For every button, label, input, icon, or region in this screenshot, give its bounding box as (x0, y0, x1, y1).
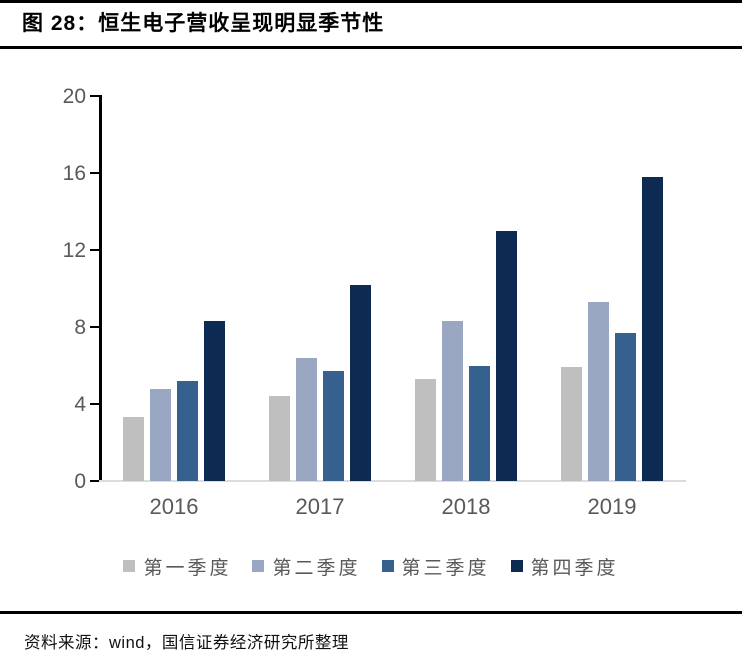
figure-title: 图 28：恒生电子营收呈现明显季节性 (22, 12, 385, 35)
legend-label: 第三季度 (401, 557, 490, 579)
bar-2019-q3 (615, 332, 636, 481)
legend-item-q3: 第三季度 (381, 553, 490, 580)
bar-2017-q3 (323, 371, 344, 481)
y-tick-label: 8 (74, 315, 86, 339)
title-underline (0, 46, 742, 49)
legend-item-q4: 第四季度 (510, 553, 619, 580)
page-top-rule (0, 0, 742, 3)
y-axis-tick (90, 479, 99, 483)
source-note: 资料来源：wind，国信证券经济研究所整理 (24, 634, 349, 652)
x-tick-label-2017: 2017 (295, 494, 345, 519)
bar-2017-q1 (269, 396, 290, 481)
x-tick-label-2019: 2019 (587, 494, 637, 519)
x-tick-label-2018: 2018 (441, 494, 491, 519)
bar-2016-q2 (150, 388, 171, 481)
x-tick-label-2016: 2016 (149, 494, 199, 519)
y-tick-label: 0 (74, 469, 86, 493)
footer-rule (0, 611, 742, 614)
bar-2018-q2 (442, 321, 463, 481)
y-axis-tick (90, 402, 99, 406)
legend-label: 第二季度 (272, 557, 361, 579)
legend-label: 第四季度 (530, 557, 619, 579)
bar-2017-q2 (296, 357, 317, 481)
x-axis-baseline (99, 479, 686, 482)
legend-swatch-icon (252, 560, 265, 572)
bar-2018-q4 (496, 230, 517, 481)
y-axis-tick (90, 248, 99, 252)
legend-item-q1: 第一季度 (123, 553, 231, 580)
bar-2019-q4 (642, 176, 663, 481)
y-tick-label: 20 (62, 84, 86, 108)
bar-2019-q2 (588, 301, 609, 481)
y-tick-label: 16 (62, 161, 86, 185)
bar-2017-q4 (350, 284, 371, 481)
y-axis-tick (90, 325, 99, 329)
legend-swatch-icon (510, 560, 523, 572)
bar-2016-q1 (123, 417, 144, 481)
legend-label: 第一季度 (143, 557, 232, 579)
bar-2019-q1 (561, 367, 582, 481)
bar-2016-q4 (204, 321, 225, 481)
bar-chart: 0 4 8 12 16 20 2016 2017 2018 2019 (62, 84, 686, 519)
y-tick-label: 4 (74, 392, 86, 416)
legend-item-q2: 第二季度 (252, 553, 360, 580)
legend-swatch-icon (123, 560, 136, 572)
bar-2018-q1 (415, 378, 436, 481)
y-tick-label: 12 (62, 238, 86, 262)
legend-swatch-icon (381, 560, 394, 572)
y-axis-line (99, 95, 102, 482)
y-axis-tick (90, 94, 99, 98)
bar-2018-q3 (469, 365, 490, 481)
y-axis-tick (90, 171, 99, 175)
chart-legend: 第一季度 第二季度 第三季度 第四季度 (0, 551, 742, 581)
bar-2016-q3 (177, 380, 198, 481)
